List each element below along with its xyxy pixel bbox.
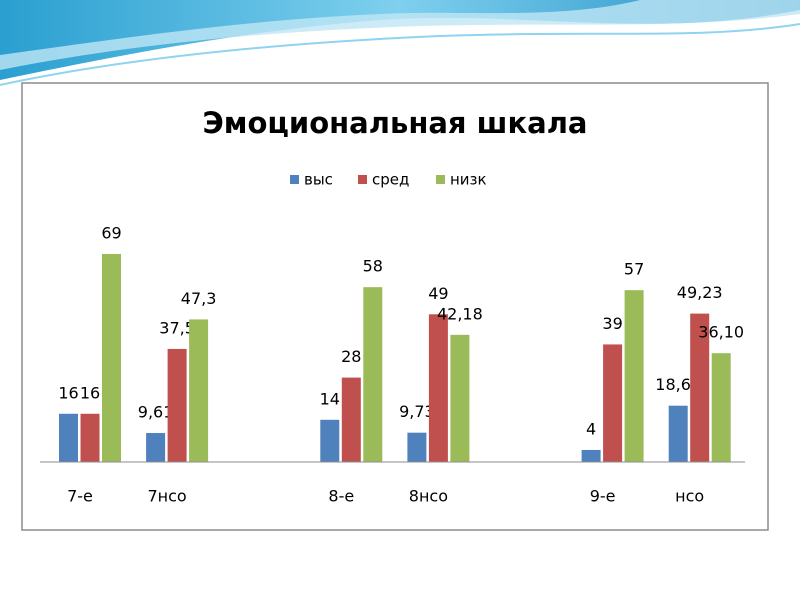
bar — [581, 449, 601, 462]
legend-label: выс — [304, 171, 333, 189]
x-tick-label: 8-е — [328, 487, 354, 506]
x-tick-label: 9-е — [590, 487, 616, 506]
bar — [189, 319, 209, 462]
legend-swatch — [436, 175, 445, 184]
x-tick-label: 8нсо — [409, 487, 448, 506]
bar — [341, 377, 361, 462]
bar — [320, 419, 340, 462]
bar — [146, 433, 166, 462]
data-label: 58 — [363, 257, 383, 276]
legend-label: сред — [372, 171, 409, 189]
data-label: 9,73 — [399, 402, 435, 421]
bar — [624, 290, 644, 462]
legend-swatch — [358, 175, 367, 184]
bar — [450, 334, 470, 462]
data-label: 14 — [320, 389, 340, 408]
bar — [668, 405, 688, 462]
x-tick-label: нсо — [675, 487, 704, 506]
data-label: 47,3 — [181, 289, 217, 308]
legend-swatch — [290, 175, 299, 184]
data-label: 37,5 — [159, 318, 195, 337]
data-label: 9,61 — [138, 403, 174, 422]
data-label: 18,68 — [655, 375, 701, 394]
data-label: 42,18 — [437, 304, 483, 323]
data-label: 39 — [602, 314, 622, 333]
legend-label: низк — [450, 171, 487, 189]
data-label: 69 — [101, 224, 121, 243]
bar — [428, 314, 448, 462]
data-label: 28 — [341, 347, 361, 366]
bar — [80, 413, 100, 462]
bar — [102, 254, 121, 462]
bar — [363, 287, 383, 462]
x-tick-label: 7-е — [67, 487, 93, 506]
data-label: 57 — [624, 260, 644, 279]
data-label: 4 — [586, 419, 596, 438]
bar — [59, 413, 78, 462]
plot-area: выс сред низк 7-е 16 16 69 7нсо 9,61 37,5 47,3 8-е 1… — [40, 171, 745, 506]
data-label: 49,23 — [677, 283, 723, 302]
x-tick-label: 7нсо — [147, 487, 186, 506]
header-wave-light — [0, 0, 800, 70]
data-label: 36,10 — [698, 323, 744, 342]
bar — [603, 344, 623, 462]
bar — [690, 313, 710, 462]
bar — [407, 432, 427, 462]
bar — [711, 353, 731, 462]
bar — [167, 348, 187, 462]
data-label: 16 — [58, 383, 78, 402]
chart-title: Эмоциональная шкала — [202, 106, 587, 140]
data-label: 16 — [80, 383, 100, 402]
data-label: 49 — [428, 284, 448, 303]
chart-frame — [21, 82, 769, 531]
header-wave-line — [0, 23, 800, 86]
